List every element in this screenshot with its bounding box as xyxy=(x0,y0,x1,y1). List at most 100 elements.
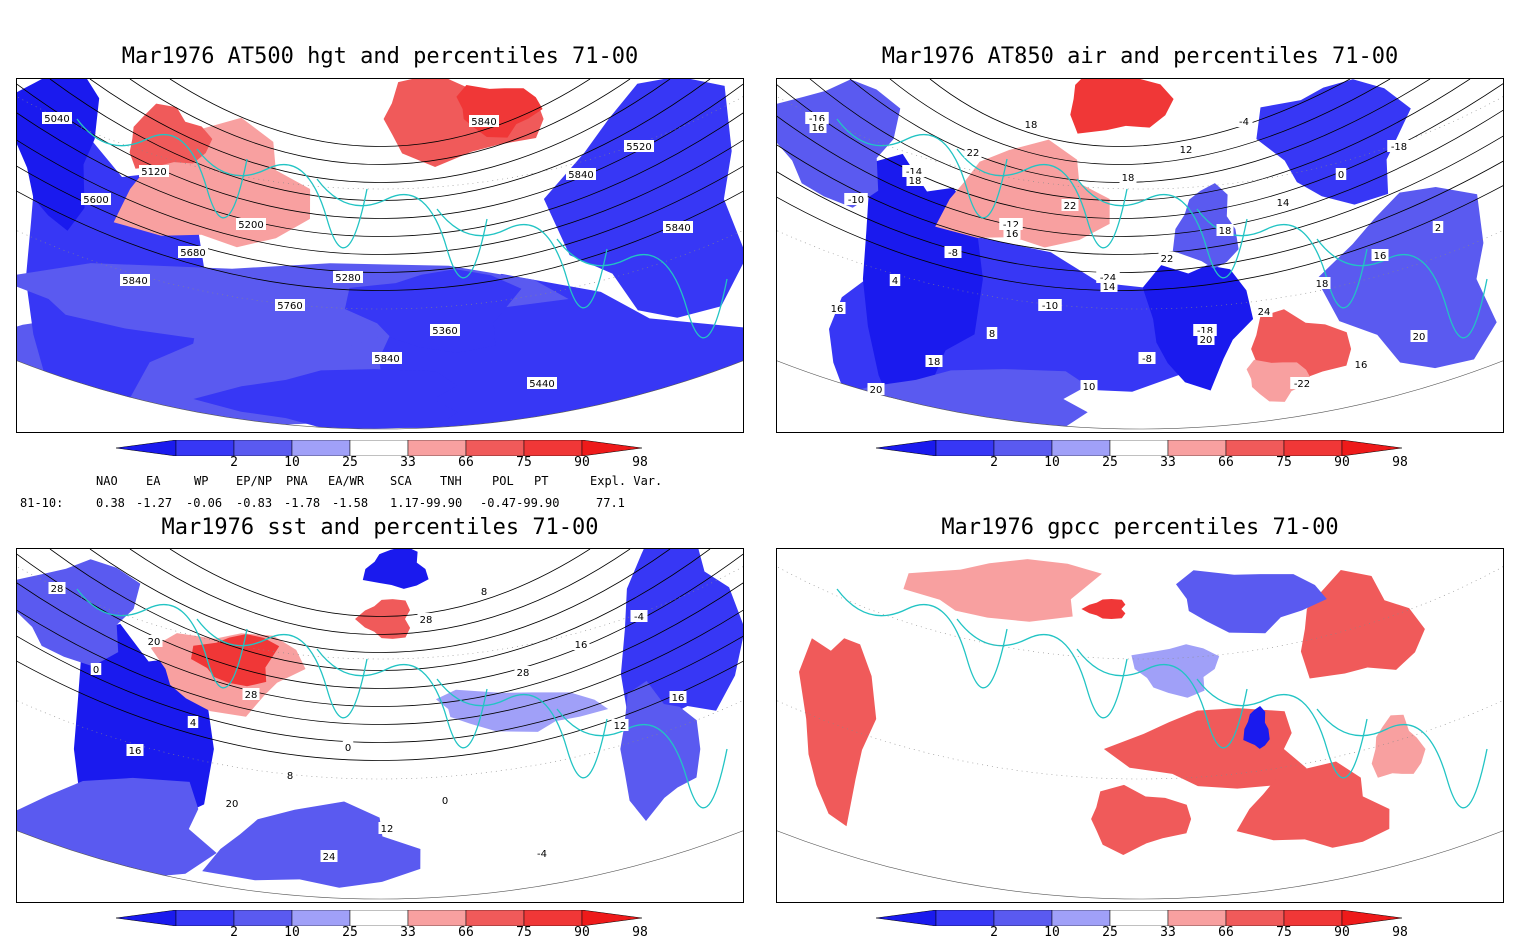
svg-text:28: 28 xyxy=(517,668,530,679)
contour-label: 8 xyxy=(284,769,296,782)
svg-text:12: 12 xyxy=(1180,145,1193,156)
svg-text:5280: 5280 xyxy=(335,273,360,284)
svg-text:16: 16 xyxy=(1355,360,1368,371)
colorbar-tick-label: 33 xyxy=(1160,455,1176,470)
colorbar-tick-label: 66 xyxy=(1218,455,1234,470)
contour-label: 18 xyxy=(1022,118,1040,131)
svg-text:18: 18 xyxy=(1122,173,1135,184)
svg-text:5440: 5440 xyxy=(529,379,554,390)
panel-title-gpcc: Mar1976 gpcc percentiles 71-00 xyxy=(941,515,1339,540)
contour-label: 14 xyxy=(1274,196,1292,209)
contour-label: -4 xyxy=(630,610,648,623)
contour-label: 16 xyxy=(828,302,846,315)
contour-label: 5680 xyxy=(178,246,208,259)
contour-label: -8 xyxy=(1138,352,1156,365)
svg-text:22: 22 xyxy=(1064,201,1077,212)
svg-text:14: 14 xyxy=(1277,198,1290,209)
colorbar-tick-label: 2 xyxy=(990,455,998,470)
contour-label: 0 xyxy=(439,794,451,807)
index-header-tnh: TNH xyxy=(440,474,462,488)
teleconnection-indices: NAO EA WP EP/NP PNA EA/WR SCA TNH POL PT… xyxy=(20,474,720,514)
svg-text:20: 20 xyxy=(870,385,883,396)
svg-text:16: 16 xyxy=(812,123,825,134)
svg-text:18: 18 xyxy=(1316,279,1329,290)
svg-text:-10: -10 xyxy=(848,195,864,206)
map-panel-sst: 28 20 28 0 0 -4 -4 0 4 8 12 8 16 16 16 20 24 28 28 12 xyxy=(16,548,744,903)
colorbar-tick-label: 98 xyxy=(1392,925,1408,940)
svg-text:-4: -4 xyxy=(537,849,547,860)
map-panel-gpcc xyxy=(776,548,1504,903)
svg-text:-14: -14 xyxy=(906,167,922,178)
contour-label: 5280 xyxy=(333,271,363,284)
contour-label: 5440 xyxy=(527,377,557,390)
contour-label: 18 xyxy=(906,174,924,187)
colorbar-labels-sst: 2 10 25 33 66 75 90 98 xyxy=(116,925,648,941)
index-value-explvar: 77.1 xyxy=(596,496,625,510)
svg-text:16: 16 xyxy=(672,693,685,704)
index-value-eawr: -1.58 xyxy=(332,496,369,510)
contour-label: 16 xyxy=(809,121,827,134)
svg-text:28: 28 xyxy=(420,615,433,626)
map-panel-air850: -16 -14 -12 -24 -18 -22 -18 -10 -8 -10 -8 -4 0 2 4 8 10 1… xyxy=(776,78,1504,433)
contour-label: 5120 xyxy=(139,165,169,178)
contour-label: 5760 xyxy=(275,299,305,312)
svg-text:5680: 5680 xyxy=(180,248,205,259)
svg-text:5360: 5360 xyxy=(432,326,457,337)
contour-label: 18 xyxy=(925,355,943,368)
svg-text:16: 16 xyxy=(129,746,142,757)
svg-text:24: 24 xyxy=(323,852,336,863)
svg-text:16: 16 xyxy=(1006,229,1019,240)
index-header-wp: WP xyxy=(194,474,209,488)
index-value-nao: 0.38 xyxy=(96,496,125,510)
panel-title-sst: Mar1976 sst and percentiles 71-00 xyxy=(161,515,599,540)
svg-text:5840: 5840 xyxy=(122,276,147,287)
colorbar-tick-label: 10 xyxy=(1044,925,1060,940)
svg-text:5840: 5840 xyxy=(665,223,690,234)
svg-text:24: 24 xyxy=(1258,307,1271,318)
svg-text:16: 16 xyxy=(831,304,844,315)
colorbar-tick-label: 90 xyxy=(574,455,590,470)
colorbar-tick-label: 25 xyxy=(342,455,358,470)
contour-label: 8 xyxy=(478,585,490,598)
svg-text:-16: -16 xyxy=(809,114,825,125)
map-hgt500: 5040 5120 5200 5280 5360 5440 5520 5600 5680 5760… xyxy=(17,79,743,429)
svg-text:-18: -18 xyxy=(1391,142,1407,153)
contour-label: -4 xyxy=(1235,115,1253,128)
svg-text:5840: 5840 xyxy=(471,117,496,128)
colorbar-tick-label: 66 xyxy=(458,455,474,470)
svg-text:20: 20 xyxy=(1413,332,1426,343)
index-row-label: 81-10: xyxy=(20,496,64,510)
contour-label: 5040 xyxy=(42,112,72,125)
contour-label: 16 xyxy=(1352,358,1370,371)
svg-text:-8: -8 xyxy=(1142,354,1152,365)
svg-text:5600: 5600 xyxy=(83,195,108,206)
contour-label: 0 xyxy=(90,663,102,676)
colorbar-tick-label: 98 xyxy=(632,925,648,940)
contour-label: 12 xyxy=(1177,143,1195,156)
colorbar-air850 xyxy=(875,439,1406,460)
svg-text:28: 28 xyxy=(51,584,64,595)
index-header-pna: PNA xyxy=(286,474,308,488)
contour-label: 5520 xyxy=(624,140,654,153)
svg-text:-8: -8 xyxy=(948,248,958,259)
svg-text:0: 0 xyxy=(345,743,351,754)
index-value-pna: -1.78 xyxy=(284,496,321,510)
contour-label: 10 xyxy=(1080,380,1098,393)
svg-text:-10: -10 xyxy=(1042,301,1058,312)
svg-text:14: 14 xyxy=(1103,282,1116,293)
colorbar-tick-label: 33 xyxy=(400,455,416,470)
index-header-pol: POL xyxy=(492,474,514,488)
index-value-pol-pt: -0.47-99.90 xyxy=(480,496,560,510)
contour-label: 5200 xyxy=(236,218,266,231)
contour-label: -10 xyxy=(1038,299,1062,312)
contour-label: 5360 xyxy=(430,324,460,337)
colorbar-tick-label: 25 xyxy=(1102,455,1118,470)
colorbar-tick-label: 10 xyxy=(284,455,300,470)
colorbar-tick-label: 10 xyxy=(284,925,300,940)
contour-label: 28 xyxy=(242,688,260,701)
contour-label: 24 xyxy=(1255,305,1273,318)
contour-label: 22 xyxy=(964,146,982,159)
svg-text:5520: 5520 xyxy=(626,142,651,153)
contour-label: 16 xyxy=(126,744,144,757)
svg-text:5760: 5760 xyxy=(277,301,302,312)
